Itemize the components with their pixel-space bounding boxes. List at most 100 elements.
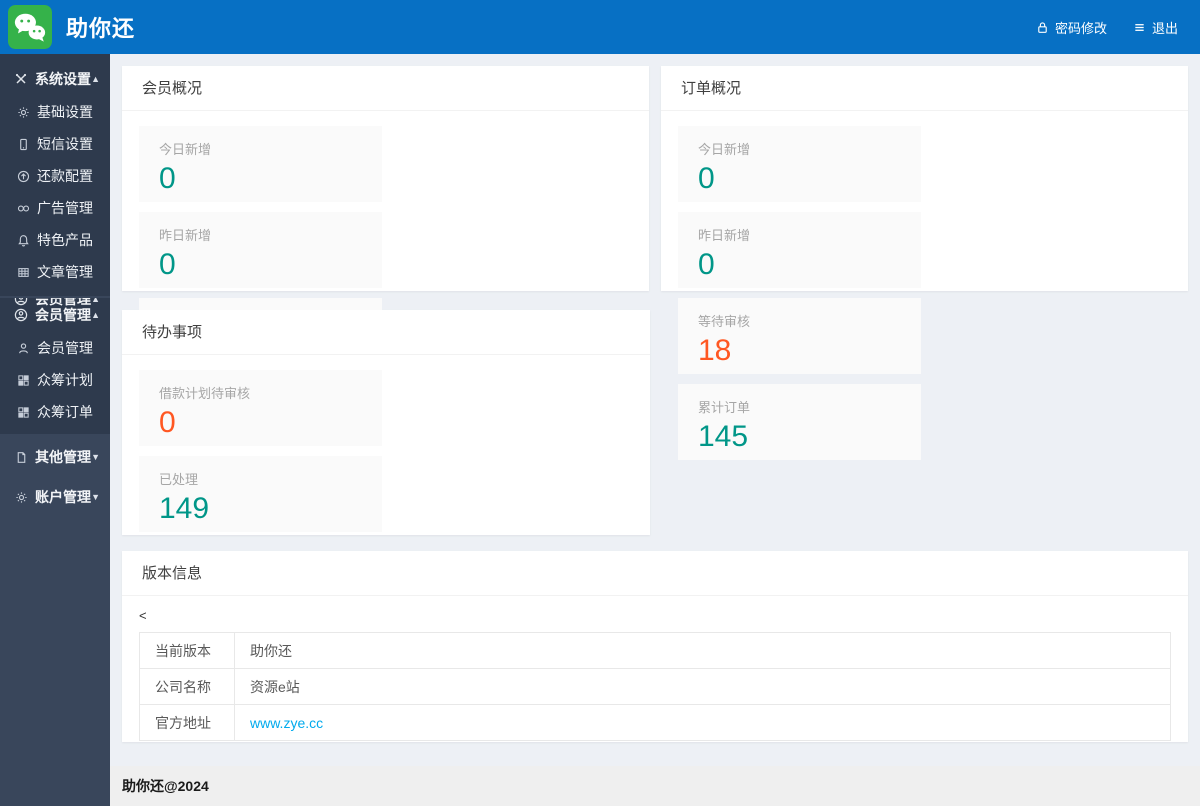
sidebar-item-ad-management[interactable]: 广告管理	[0, 192, 110, 224]
table-icon	[17, 266, 30, 279]
wechat-logo-icon	[8, 5, 52, 49]
stat-tile: 今日新增 0	[139, 126, 382, 202]
sidebar-item-repayment-config[interactable]: 还款配置	[0, 160, 110, 192]
sidebar-item-label: 还款配置	[37, 168, 93, 184]
card-title: 版本信息	[122, 551, 1188, 596]
bell-icon	[17, 234, 30, 247]
sidebar-item-label: 众筹订单	[37, 404, 93, 420]
grid-icon	[17, 374, 30, 387]
main-content: 会员概况 今日新增 0 昨日新增 0 正式会员 81 会员总	[110, 54, 1200, 806]
version-row-label: 公司名称	[139, 668, 235, 705]
stat-label: 已处理	[159, 472, 199, 487]
change-password-label: 密码修改	[1054, 20, 1107, 36]
stat-label: 累计订单	[698, 400, 751, 415]
stat-tile: 累计订单 145	[678, 384, 921, 460]
sidebar-item-member-management[interactable]: 会员管理	[0, 332, 110, 364]
gear-icon	[17, 106, 30, 119]
chevron-down-icon: ▼	[91, 492, 100, 502]
sidebar-item-label: 文章管理	[37, 264, 93, 280]
stat-value: 0	[698, 248, 715, 281]
stat-value: 0	[159, 248, 176, 281]
stat-tile: 昨日新增 0	[139, 212, 382, 288]
stat-value: 18	[698, 334, 732, 367]
sidebar-group-header-system[interactable]: 系统设置 ▲	[0, 62, 110, 96]
sidebar-group-member: 会员管理 ▲ 会员管理 ▲ 会员管理	[0, 298, 110, 434]
table-row: 当前版本 助你还	[139, 632, 1171, 669]
member-overview-card: 会员概况 今日新增 0 昨日新增 0 正式会员 81 会员总	[122, 66, 649, 460]
phone-icon	[17, 138, 30, 151]
sidebar-group-header-member-ghost: 会员管理 ▲	[0, 298, 110, 316]
sidebar-group-label: 系统设置	[35, 71, 91, 87]
menu-icon	[1133, 21, 1146, 34]
sidebar-group-header-member[interactable]: 会员管理 ▲	[0, 298, 110, 332]
logout-button[interactable]: 退出	[1133, 18, 1178, 37]
sidebar-group-account: 账户管理 ▼	[0, 480, 110, 514]
version-row-label: 官方地址	[139, 704, 235, 741]
link-icon	[17, 202, 30, 215]
version-row-value: 助你还	[234, 632, 1171, 669]
app-title: 助你还	[66, 16, 136, 41]
order-overview-card: 订单概况 今日新增 0 昨日新增 0 等待审核 18 累计订	[661, 66, 1188, 460]
sidebar-item-crowdfunding-order[interactable]: 众筹订单	[0, 396, 110, 428]
stat-value: 0	[159, 406, 176, 439]
grid-icon	[17, 406, 30, 419]
sidebar-group-other: 其他管理 ▼	[0, 440, 110, 474]
card-title: 待办事项	[122, 310, 650, 355]
card-title: 订单概况	[661, 66, 1188, 111]
page-footer: 助你还@2024	[110, 766, 1200, 806]
header-actions: 密码修改 退出	[1036, 18, 1200, 37]
chevron-down-icon: ▼	[91, 452, 100, 462]
sidebar-group-header-account[interactable]: 账户管理 ▼	[0, 480, 110, 514]
stat-tile: 借款计划待审核 0	[139, 370, 382, 446]
sidebar-group-label: 账户管理	[35, 489, 91, 505]
sidebar-item-crowdfunding-plan[interactable]: 众筹计划	[0, 364, 110, 396]
version-prefix-text: <	[139, 608, 147, 623]
sidebar-item-label: 基础设置	[37, 104, 93, 120]
stat-tile: 昨日新增 0	[678, 212, 921, 288]
card-title: 会员概况	[122, 66, 649, 111]
sidebar: 系统设置 ▲ 基础设置 短信设置	[0, 54, 110, 806]
logout-label: 退出	[1151, 20, 1178, 36]
sidebar-item-label: 短信设置	[37, 136, 93, 152]
table-row: 公司名称 资源e站	[139, 668, 1171, 705]
version-info-card: 版本信息 < 当前版本 助你还 公司名称 资源e站 官方地址 www.zye.c…	[122, 551, 1188, 742]
sidebar-item-basic-settings[interactable]: 基础设置	[0, 96, 110, 128]
gear-icon	[14, 490, 28, 504]
sidebar-group-system: 系统设置 ▲ 基础设置 短信设置	[0, 54, 110, 296]
app-header: 助你还 密码修改 退出	[0, 0, 1200, 54]
lock-icon	[1036, 21, 1049, 34]
stat-label: 等待审核	[698, 314, 751, 329]
footer-text: 助你还@2024	[122, 778, 209, 794]
table-row: 官方地址 www.zye.cc	[139, 704, 1171, 741]
version-table: 当前版本 助你还 公司名称 资源e站 官方地址 www.zye.cc	[139, 632, 1171, 741]
change-password-button[interactable]: 密码修改	[1036, 18, 1107, 37]
official-site-link[interactable]: www.zye.cc	[250, 714, 324, 731]
sidebar-item-label: 广告管理	[37, 200, 93, 216]
stat-tile: 等待审核 18	[678, 298, 921, 374]
chevron-up-icon: ▲	[91, 74, 100, 84]
stat-label: 昨日新增	[698, 228, 751, 243]
user-icon	[17, 342, 30, 355]
stat-label: 借款计划待审核	[159, 386, 251, 401]
sidebar-group-header-other[interactable]: 其他管理 ▼	[0, 440, 110, 474]
sidebar-group-label: 其他管理	[35, 449, 91, 465]
user-circle-icon	[14, 308, 28, 322]
sidebar-item-label: 特色产品	[37, 232, 93, 248]
stat-label: 昨日新增	[159, 228, 212, 243]
version-row-value: 资源e站	[234, 668, 1171, 705]
file-icon	[14, 450, 28, 464]
stat-value: 145	[698, 420, 749, 453]
sidebar-item-article-management[interactable]: 文章管理	[0, 256, 110, 288]
sidebar-item-featured-products[interactable]: 特色产品	[0, 224, 110, 256]
stat-tile: 今日新增 0	[678, 126, 921, 202]
stat-tile: 已处理 149	[139, 456, 382, 532]
chevron-up-icon: ▲	[91, 310, 100, 320]
version-row-label: 当前版本	[139, 632, 235, 669]
stat-value: 0	[159, 162, 176, 195]
user-circle-icon	[14, 298, 28, 306]
sidebar-item-label: 众筹计划	[37, 372, 93, 388]
stat-label: 今日新增	[698, 142, 751, 157]
sidebar-item-sms-settings[interactable]: 短信设置	[0, 128, 110, 160]
stat-label: 今日新增	[159, 142, 212, 157]
stat-value: 0	[698, 162, 715, 195]
